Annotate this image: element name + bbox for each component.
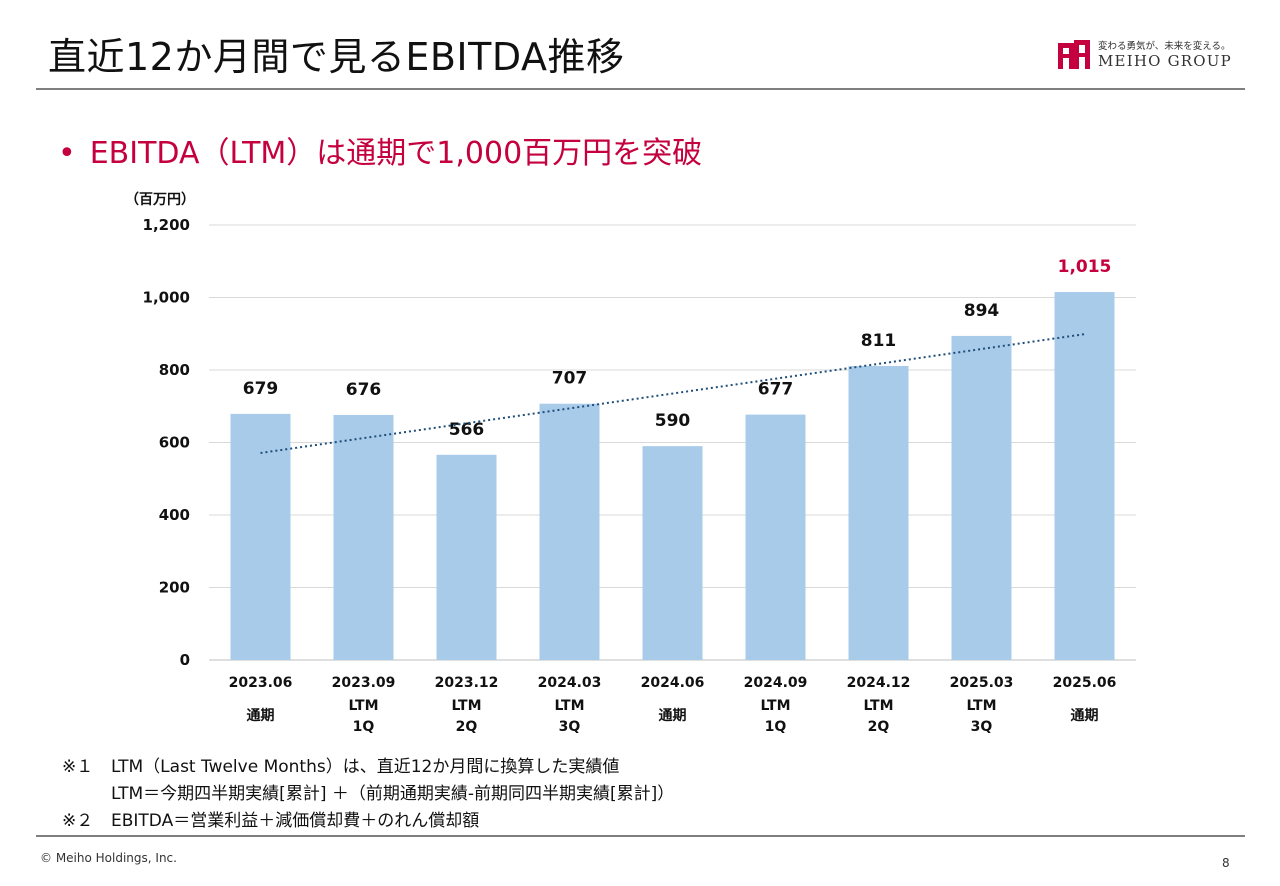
footnote-2: ※２ EBITDA＝営業利益＋減価償却費＋のれん償却額	[62, 808, 674, 835]
x-tick-label: 2023.06	[229, 675, 293, 691]
y-tick-label: 400	[159, 506, 190, 524]
y-tick-label: 800	[159, 361, 190, 379]
copyright: © Meiho Holdings, Inc.	[40, 851, 177, 865]
y-unit-label: （百万円）	[125, 192, 195, 208]
footnote-1-formula: LTM＝今期四半期実績[累計] ＋（前期通期実績-前期同四半期実績[累計]）	[62, 781, 674, 808]
x-tick-sublabel: 1Q	[765, 719, 787, 735]
x-tick-sublabel: LTM	[966, 698, 996, 714]
x-tick-sublabel: 通期	[247, 708, 275, 724]
x-tick-label: 2025.06	[1053, 675, 1117, 691]
x-tick-sublabel: LTM	[451, 698, 481, 714]
bar-value-label: 590	[655, 411, 691, 431]
bar	[952, 336, 1012, 660]
x-tick-sublabel: LTM	[554, 698, 584, 714]
x-tick-sublabel: LTM	[348, 698, 378, 714]
y-tick-label: 0	[180, 651, 190, 669]
x-tick-sublabel: 3Q	[971, 719, 993, 735]
x-tick-label: 2024.12	[847, 675, 911, 691]
bar-value-label: 566	[449, 420, 485, 440]
x-tick-sublabel: 通期	[659, 708, 687, 724]
x-tick-label: 2024.06	[641, 675, 705, 691]
bar	[643, 446, 703, 660]
y-tick-label: 1,000	[143, 289, 190, 307]
x-tick-sublabel: 2Q	[456, 719, 478, 735]
bar	[334, 415, 394, 660]
x-tick-sublabel: 通期	[1071, 708, 1099, 724]
bar	[437, 455, 497, 660]
y-tick-label: 200	[159, 579, 190, 597]
bar-value-label: 679	[243, 379, 279, 399]
x-tick-label: 2024.03	[538, 675, 602, 691]
bar	[746, 415, 806, 660]
bar-value-label: 894	[964, 301, 1000, 321]
bar-value-label: 677	[758, 380, 794, 400]
bar	[1055, 292, 1115, 660]
x-tick-sublabel: LTM	[863, 698, 893, 714]
x-tick-sublabel: LTM	[760, 698, 790, 714]
footer-divider	[36, 835, 1245, 837]
y-tick-label: 1,200	[143, 216, 190, 234]
x-tick-sublabel: 2Q	[868, 719, 890, 735]
bar-value-label: 811	[861, 331, 897, 351]
x-tick-sublabel: 1Q	[353, 719, 375, 735]
x-tick-label: 2023.09	[332, 675, 396, 691]
bar	[849, 366, 909, 660]
x-tick-label: 2024.09	[744, 675, 808, 691]
bar-value-label: 676	[346, 380, 382, 400]
footnote-1: ※１ LTM（Last Twelve Months）は、直近12か月間に換算した実…	[62, 754, 674, 781]
page-number: 8	[1222, 856, 1230, 870]
x-tick-label: 2025.03	[950, 675, 1014, 691]
bar-value-label: 707	[552, 369, 588, 389]
bar-value-label: 1,015	[1058, 257, 1112, 277]
x-tick-label: 2023.12	[435, 675, 499, 691]
y-tick-label: 600	[159, 434, 190, 452]
footnotes: ※１ LTM（Last Twelve Months）は、直近12か月間に換算した実…	[62, 754, 674, 835]
bar	[540, 404, 600, 660]
x-tick-sublabel: 3Q	[559, 719, 581, 735]
